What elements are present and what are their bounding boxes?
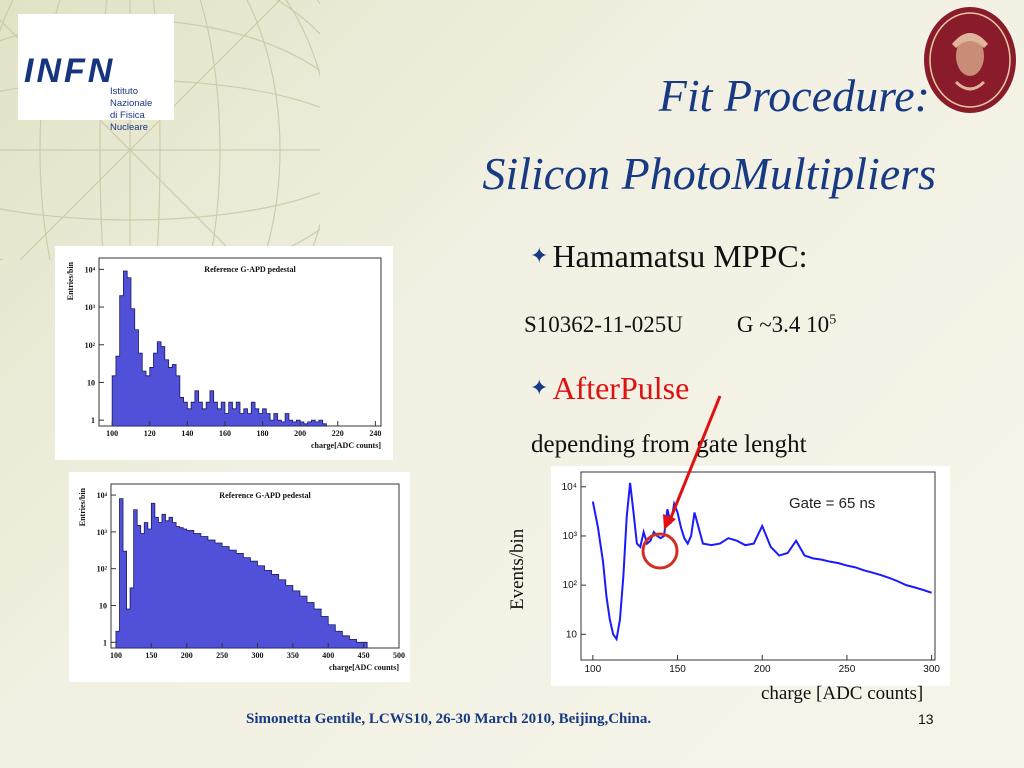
bullet-afterpulse: ✦ AfterPulse	[530, 370, 689, 407]
x-tick-label: 180	[257, 429, 269, 438]
histogram-plot-1: 100 120 140 160 180 200 220 240 1 10 10² 10³ 10⁴ Refe…	[55, 246, 393, 460]
footer-citation: Simonetta Gentile, LCWS10, 26-30 March 2…	[246, 711, 652, 727]
bullet-star-icon: ✦	[530, 243, 549, 268]
x-tick-label: 250	[839, 664, 856, 675]
y-tick-label: 10³	[563, 531, 578, 542]
x-tick-label: 100	[106, 429, 118, 438]
x-tick-label: 200	[294, 429, 306, 438]
histogram-bars	[115, 498, 368, 649]
gate-plot: 100 150 200 250 300 10 10² 10³ 10⁴ Gate = 65 ns	[551, 466, 950, 686]
x-tick-label: 240	[369, 429, 381, 438]
x-tick-label: 140	[181, 429, 193, 438]
histogram-plot-1-svg: 100 120 140 160 180 200 220 240 1 10 10² 10³ 10⁴ Refe…	[66, 257, 382, 450]
y-tick-label: 10⁴	[85, 265, 96, 274]
chart-title: Reference G-APD pedestal	[204, 265, 296, 274]
x-tick-label: 300	[923, 664, 940, 675]
x-tick-label: 450	[358, 651, 370, 660]
gate-plot-ylabel: Events/bin	[507, 528, 528, 610]
histogram-plot-2: 100 150 200 250 300 350 400 450 500 1 10 10² 10³ 10⁴ R…	[69, 472, 410, 682]
x-tick-label: 150	[669, 664, 686, 675]
infn-logo-line2: di Fisica Nucleare	[110, 110, 149, 133]
x-tick-label: 100	[110, 651, 122, 660]
x-tick-label: 150	[145, 651, 157, 660]
infn-logo-line1: Istituto Nazionale	[110, 86, 153, 109]
device-spec: S10362-11-025U G ~3.4 105	[524, 312, 836, 338]
infn-logo-letters: INFN	[24, 52, 116, 90]
y-axis-label: Entries/bin	[78, 487, 87, 526]
y-tick-label: 1	[91, 416, 95, 425]
histogram-plot-2-svg: 100 150 200 250 300 350 400 450 500 1 10 10² 10³ 10⁴ R…	[78, 483, 405, 672]
x-tick-label: 500	[393, 651, 405, 660]
device-gain-base: G ~3.4 10	[736, 312, 830, 337]
device-model: S10362-11-025U	[524, 312, 683, 337]
x-axis-label: charge[ADC counts]	[329, 663, 399, 672]
x-tick-label: 160	[219, 429, 231, 438]
university-seal-logo	[924, 7, 1016, 113]
afterpulse-dependency-text: depending from gate lenght	[531, 431, 807, 458]
slide-title-line1: Fit Procedure:	[658, 70, 930, 121]
x-tick-label: 120	[144, 429, 156, 438]
bullet-afterpulse-text: AfterPulse	[552, 370, 690, 406]
gate-plot-xlabel: charge [ADC counts]	[761, 683, 924, 704]
x-tick-label: 200	[181, 651, 193, 660]
x-tick-label: 100	[585, 664, 602, 675]
chart-title: Reference G-APD pedestal	[219, 491, 311, 500]
y-tick-label: 10²	[563, 580, 578, 591]
infn-logo-subtitle: Istituto Nazionale di Fisica Nucleare	[110, 86, 174, 134]
y-tick-label: 10³	[97, 528, 108, 537]
x-axis-label: charge[ADC counts]	[311, 441, 381, 450]
device-gain: G ~3.4 105	[737, 312, 836, 337]
y-tick-label: 10³	[85, 303, 96, 312]
y-tick-label: 10²	[97, 565, 108, 574]
x-tick-label: 250	[216, 651, 228, 660]
bullet-hamamatsu-text: Hamamatsu MPPC:	[552, 238, 808, 274]
gate-plot-svg: 100 150 200 250 300 10 10² 10³ 10⁴ Gate = 65 ns	[562, 471, 940, 675]
y-tick-label: 10⁴	[562, 482, 577, 493]
bullet-star-icon: ✦	[530, 375, 549, 400]
gate-annotation: Gate = 65 ns	[789, 495, 875, 512]
y-tick-label: 10	[87, 378, 95, 387]
bullet-hamamatsu: ✦ Hamamatsu MPPC:	[530, 238, 808, 275]
slide-title-line2: Silicon PhotoMultipliers	[482, 148, 936, 199]
x-tick-label: 200	[754, 664, 771, 675]
data-line	[591, 482, 932, 642]
y-tick-label: 10⁴	[97, 491, 108, 500]
infn-logo: INFN Istituto Nazionale di Fisica Nuclea…	[18, 14, 174, 133]
x-tick-label: 220	[332, 429, 344, 438]
plot-frame	[580, 471, 936, 661]
x-tick-label: 350	[287, 651, 299, 660]
x-tick-label: 300	[251, 651, 263, 660]
y-tick-label: 10²	[85, 341, 96, 350]
histogram-bars	[111, 270, 327, 427]
device-gain-exponent: 5	[829, 312, 837, 328]
page-number: 13	[918, 711, 934, 727]
y-axis-label: Entries/bin	[66, 261, 75, 300]
y-tick-label: 1	[103, 638, 107, 647]
x-tick-label: 400	[322, 651, 334, 660]
y-tick-label: 10	[99, 601, 107, 610]
y-tick-label: 10	[566, 629, 578, 640]
